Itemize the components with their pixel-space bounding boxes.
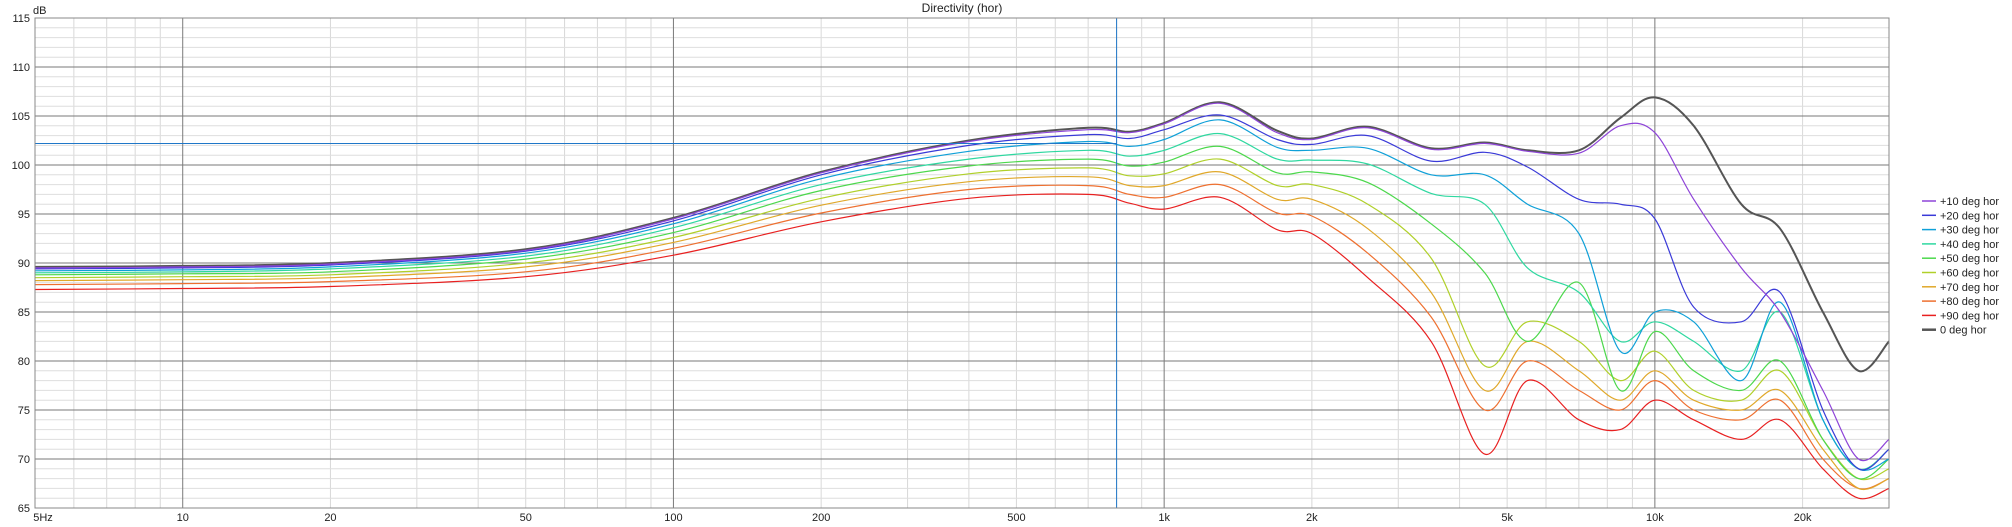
legend-entry-label: +60 deg hor — [1940, 268, 1999, 280]
series-layer — [34, 96, 1890, 500]
y-tick-label: 65 — [18, 503, 30, 515]
x-tick-label: 20k — [1794, 512, 1812, 524]
x-tick-label: 10k — [1646, 512, 1664, 524]
legend-entry-label: +40 deg hor — [1940, 239, 1999, 251]
plot-frame — [34, 17, 1890, 509]
series-line--30-deg-hor — [34, 119, 1890, 471]
y-tick-label: 95 — [18, 209, 30, 221]
x-tick-label: 20 — [324, 512, 336, 524]
y-tick-label: 85 — [18, 307, 30, 319]
series-line--70-deg-hor — [34, 171, 1890, 491]
legend-entry-label: +10 deg hor — [1940, 196, 1999, 208]
legend-entry-label: 0 deg hor — [1940, 325, 1987, 337]
y-tick-label: 110 — [12, 62, 30, 74]
series-line-0-deg-hor — [34, 96, 1890, 373]
cursor-layer — [35, 18, 1118, 508]
legend: +10 deg hor +20 deg hor +30 deg hor +40 deg… — [1922, 196, 1999, 337]
y-tick-label: 100 — [12, 160, 30, 172]
y-tick-label: 90 — [18, 258, 30, 270]
x-tick-label: 200 — [812, 512, 830, 524]
x-tick-label: 2k — [1306, 512, 1318, 524]
x-tick-label: 5k — [1501, 512, 1513, 524]
x-tick-label: 5Hz — [33, 512, 53, 524]
series-line--80-deg-hor — [34, 183, 1890, 490]
x-tick-label: 500 — [1007, 512, 1025, 524]
series-line--90-deg-hor — [34, 193, 1890, 500]
legend-entry-label: +30 deg hor — [1940, 225, 1999, 237]
chart-title: Directivity (hor) — [922, 1, 1003, 15]
x-tick-label: 100 — [664, 512, 682, 524]
legend-entry-label: +20 deg hor — [1940, 210, 1999, 222]
series-line--60-deg-hor — [34, 158, 1890, 481]
series-line--50-deg-hor — [34, 145, 1890, 480]
y-tick-label: 80 — [18, 356, 30, 368]
y-axis-unit-label: dB — [33, 5, 46, 17]
y-axis-ticks: 65 70 75 80 85 90 95 100 105 110 115 — [12, 13, 30, 515]
legend-entry-label: +80 deg hor — [1940, 296, 1999, 308]
legend-entry-label: +70 deg hor — [1940, 282, 1999, 294]
legend-entry-label: +50 deg hor — [1940, 253, 1999, 265]
y-tick-label: 70 — [18, 454, 30, 466]
x-tick-label: 1k — [1158, 512, 1170, 524]
x-tick-label: 50 — [520, 512, 532, 524]
y-tick-label: 115 — [12, 13, 30, 25]
series-line--10-deg-hor — [34, 102, 1890, 462]
x-axis-ticks: 5Hz 10 20 50 100 200 500 1k 2k 5k 10k 20k — [33, 512, 1812, 524]
x-tick-label: 10 — [177, 512, 189, 524]
y-tick-label: 105 — [12, 111, 30, 123]
series-line--20-deg-hor — [34, 114, 1890, 471]
y-tick-label: 75 — [18, 405, 30, 417]
series-line--40-deg-hor — [34, 132, 1890, 471]
legend-entry-label: +90 deg hor — [1940, 310, 1999, 322]
